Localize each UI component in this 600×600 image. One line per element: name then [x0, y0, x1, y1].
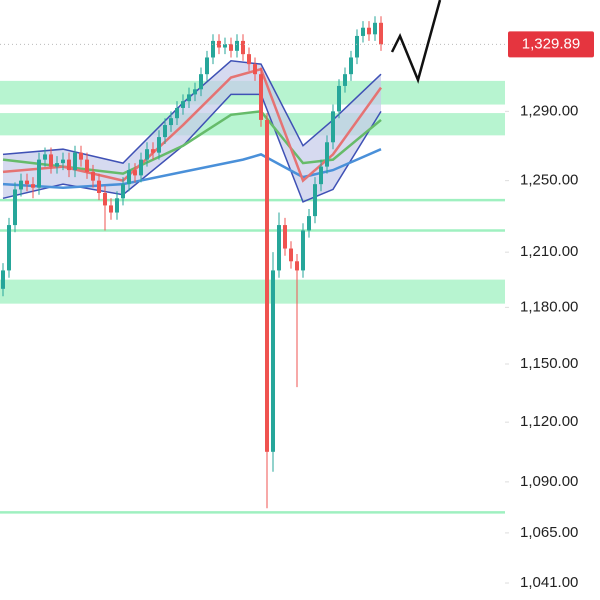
y-tick-label: 1,041.00	[520, 574, 578, 591]
candle-body	[301, 230, 305, 271]
candle-body	[307, 216, 311, 231]
candle-body	[19, 180, 23, 190]
candle-body	[43, 154, 47, 160]
candle-body	[175, 107, 179, 119]
candle-body	[217, 40, 221, 48]
last-price-box	[508, 31, 594, 58]
zone	[0, 279, 505, 304]
last-price-label: 1,329.89	[522, 35, 580, 52]
y-tick-label: 1,210.00	[520, 243, 578, 260]
candle-body	[355, 35, 359, 58]
y-tick-label: 1,065.00	[520, 524, 578, 541]
candle-body	[1, 270, 5, 289]
candle-body	[169, 118, 173, 126]
candle-body	[361, 27, 365, 36]
y-tick-label: 1,090.00	[520, 473, 578, 490]
candle-body	[313, 184, 317, 217]
band-fill	[3, 60, 381, 202]
candle-body	[331, 111, 335, 143]
candle-body	[121, 184, 125, 199]
candle-body	[25, 180, 29, 185]
candle-body	[91, 171, 95, 181]
candle-body	[49, 154, 53, 167]
candle-body	[223, 44, 227, 48]
candle-body	[103, 192, 107, 206]
candle-body	[55, 163, 59, 167]
candle-body	[109, 205, 113, 213]
candle-body	[157, 137, 161, 153]
candle-body	[247, 54, 251, 65]
candle-body	[61, 159, 65, 164]
candle-body	[67, 159, 71, 171]
candle-body	[139, 159, 143, 176]
candle-body	[277, 225, 281, 271]
candle-body	[241, 40, 245, 55]
candle-body	[367, 27, 371, 35]
candle-body	[289, 248, 293, 262]
candle-body	[7, 225, 11, 271]
y-tick-label: 1,120.00	[520, 413, 578, 430]
candle-body	[187, 94, 191, 102]
candle-body	[295, 261, 299, 271]
candle-body	[205, 57, 209, 75]
candle-body	[31, 184, 35, 188]
candle-body	[319, 166, 323, 185]
candle-body	[271, 270, 275, 452]
candle-body	[199, 74, 203, 90]
candle-body	[85, 159, 89, 172]
candle-body	[115, 198, 119, 213]
y-tick-label: 1,290.00	[520, 102, 578, 119]
candle-body	[229, 44, 233, 51]
candle-body	[253, 64, 257, 75]
candle-body	[193, 89, 197, 95]
candle-body	[265, 119, 269, 452]
moving-average	[2, 110, 382, 175]
candle-body	[127, 170, 131, 185]
candle-body	[97, 180, 101, 193]
candle-body	[181, 101, 185, 108]
moving-average	[2, 67, 383, 183]
candle-body	[283, 225, 287, 249]
candle-body	[133, 170, 137, 176]
candle-body	[373, 22, 377, 35]
candle-body	[79, 152, 83, 160]
zone	[0, 113, 505, 136]
drawn-annotation	[390, 0, 442, 84]
y-tick-label: 1,250.00	[520, 172, 578, 189]
candle-body	[37, 159, 41, 188]
candle-body	[343, 74, 347, 86]
candle-body	[325, 142, 329, 167]
candle-body	[145, 149, 149, 160]
candle-body	[235, 40, 239, 51]
candle-body	[337, 85, 341, 112]
candle-body	[211, 40, 215, 58]
candle-body	[349, 57, 353, 75]
candle-body	[163, 125, 167, 138]
y-tick-label: 1,180.00	[520, 298, 578, 315]
y-tick-label: 1,150.00	[520, 355, 578, 372]
candle-body	[379, 22, 383, 45]
candle-body	[13, 189, 17, 226]
candle-body	[151, 149, 155, 153]
candle-body	[73, 152, 77, 171]
candle-body	[259, 74, 263, 120]
